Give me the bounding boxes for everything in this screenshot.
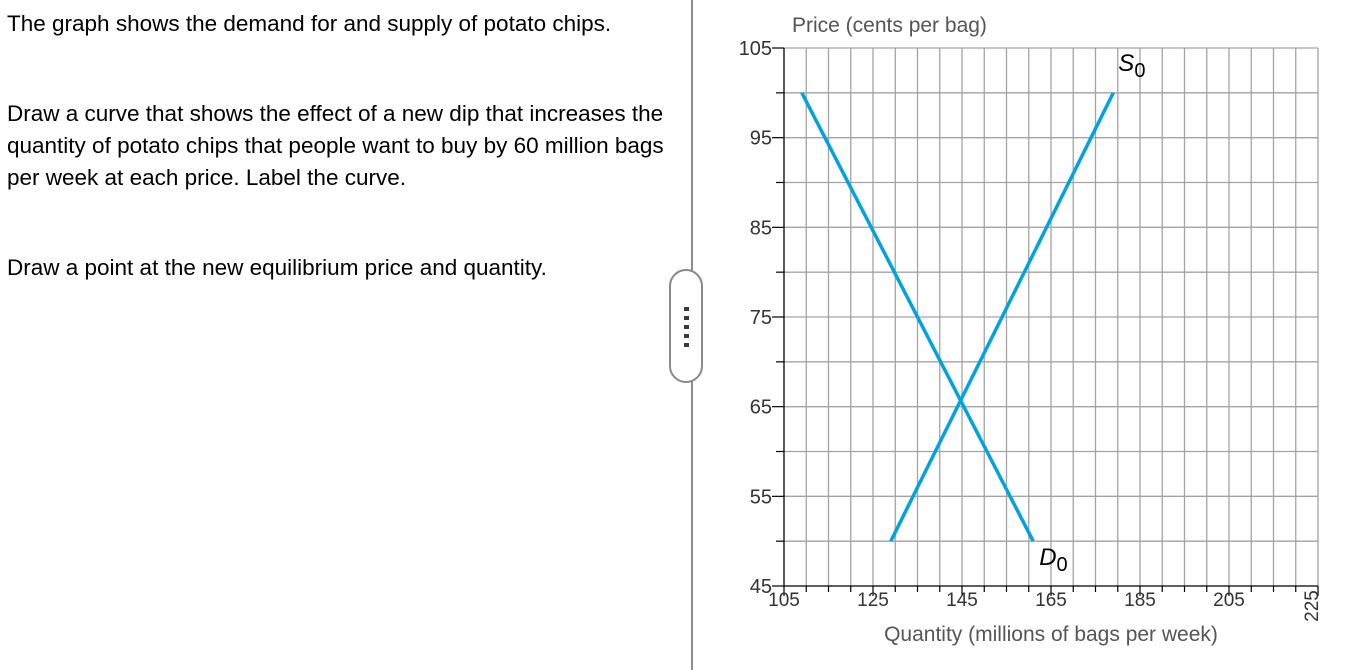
y-tick-label: 95 <box>750 128 772 150</box>
question-pane: The graph shows the demand for and suppl… <box>7 11 664 280</box>
y-tick-label: 45 <box>750 576 772 598</box>
demand-curve-d0[interactable] <box>800 92 1035 542</box>
x-axis-label: Quantity (millions of bags per week) <box>884 623 1218 646</box>
x-tick-label: 105 <box>768 590 800 611</box>
x-tick-label: 125 <box>857 590 889 611</box>
y-axis-label: Price (cents per bag) <box>792 14 987 37</box>
pane-resize-handle[interactable] <box>669 269 703 383</box>
curve-label-d0: D0 <box>1039 544 1067 576</box>
curve-labels: D0 S0 <box>1039 50 1145 576</box>
y-tick-label: 65 <box>750 397 772 419</box>
question-intro: The graph shows the demand for and suppl… <box>7 11 612 36</box>
grip-dot-icon <box>684 307 689 311</box>
y-tick-label: 105 <box>739 38 772 60</box>
x-tick-label: 225 <box>1302 590 1323 622</box>
x-tick-label: 185 <box>1124 590 1156 611</box>
question-instruction-point: Draw a point at the new equilibrium pric… <box>7 255 547 280</box>
x-tick-label: 205 <box>1213 590 1245 611</box>
supply-curve-s0[interactable] <box>889 92 1115 542</box>
grip-dot-icon <box>684 325 689 329</box>
x-tick-label: 165 <box>1035 590 1067 611</box>
curve-label-s0: S0 <box>1118 50 1145 82</box>
grip-dot-icon <box>684 334 689 338</box>
grid <box>784 47 1319 586</box>
y-tick-label: 75 <box>750 307 772 329</box>
grip-dot-icon <box>684 316 689 320</box>
axis-ticks: 45 55 65 75 85 95 105 105 125 145 165 185 205 225 <box>739 38 1323 622</box>
y-tick-label: 85 <box>750 217 772 239</box>
question-instruction-curve: Draw a curve that shows the effect of a … <box>7 101 664 190</box>
grip-dot-icon <box>684 343 689 347</box>
x-tick-label: 145 <box>946 590 978 611</box>
y-tick-label: 55 <box>750 486 772 508</box>
curves[interactable] <box>800 92 1115 542</box>
